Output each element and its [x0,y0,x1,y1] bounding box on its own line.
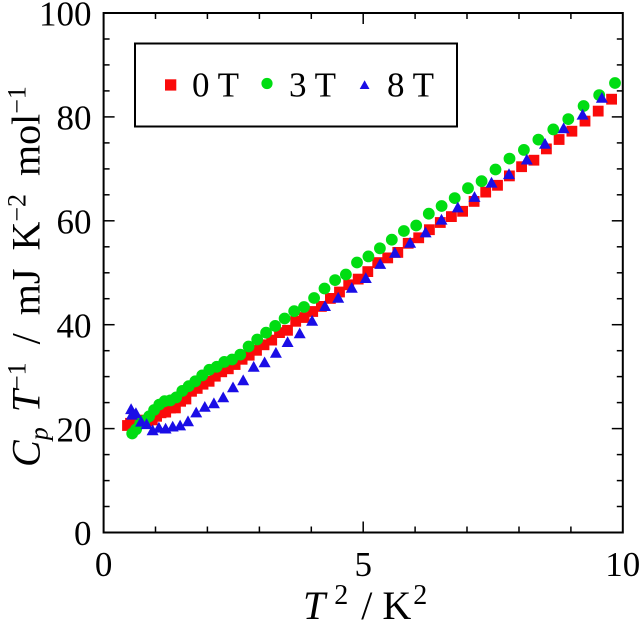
svg-text:T2 / K2: T2 / K2 [303,580,427,622]
svg-text:80: 80 [57,99,92,138]
svg-text:3 T: 3 T [289,66,336,105]
svg-text:40: 40 [57,306,92,345]
svg-text:CpT−1 / mJ K−2 mol−1: CpT−1 / mJ K−2 mol−1 [3,86,54,467]
svg-text:60: 60 [57,203,92,242]
svg-text:10: 10 [605,545,640,584]
svg-text:100: 100 [39,0,92,34]
svg-text:0: 0 [95,545,113,584]
svg-text:0 T: 0 T [192,66,239,105]
svg-text:0: 0 [74,514,92,553]
svg-text:8 T: 8 T [387,66,434,105]
svg-text:20: 20 [57,410,92,449]
svg-text:5: 5 [354,545,372,584]
